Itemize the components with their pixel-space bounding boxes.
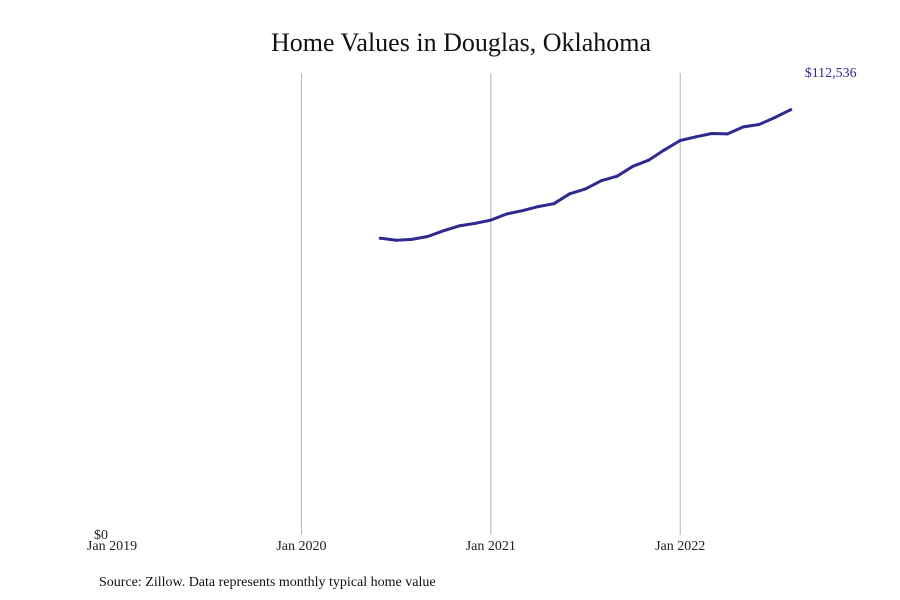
data-point — [378, 236, 382, 240]
data-point — [473, 221, 477, 225]
gridlines — [300, 73, 681, 535]
data-point — [520, 209, 524, 213]
data-point — [773, 116, 777, 119]
x-tick-label: Jan 2019 — [87, 539, 137, 554]
data-point — [662, 148, 666, 152]
x-tick-label: Jan 2021 — [466, 539, 516, 554]
y-tick-label: $0 — [94, 528, 108, 543]
data-point — [599, 179, 603, 183]
data-point — [505, 212, 509, 216]
data-point — [726, 132, 730, 136]
data-point — [584, 187, 587, 191]
data-point — [457, 224, 461, 228]
data-point — [678, 139, 682, 142]
x-axis-ticks: Jan 2019 Jan 2020 Jan 2021 Jan 2022 — [87, 539, 705, 554]
data-point — [568, 192, 572, 196]
data-point — [410, 237, 414, 241]
data-point — [757, 123, 761, 126]
home-value-line — [378, 108, 793, 242]
data-point — [394, 238, 398, 242]
data-point — [647, 158, 651, 162]
series-layer: $112,536 — [378, 66, 857, 242]
data-point — [631, 164, 635, 168]
data-point — [536, 205, 540, 209]
chart-title: Home Values in Douglas, Oklahoma — [271, 28, 652, 57]
data-point — [741, 125, 745, 129]
x-tick-label: Jan 2020 — [276, 539, 326, 554]
data-point — [789, 108, 793, 112]
data-point — [615, 174, 619, 178]
data-point — [552, 202, 556, 206]
source-note: Source: Zillow. Data represents monthly … — [99, 575, 436, 590]
data-point — [441, 229, 445, 233]
data-point — [426, 235, 430, 238]
data-point — [710, 132, 714, 135]
series-end-label: $112,536 — [805, 66, 857, 81]
data-point — [489, 218, 493, 222]
data-point — [694, 135, 698, 139]
x-tick-label: Jan 2022 — [655, 539, 705, 554]
